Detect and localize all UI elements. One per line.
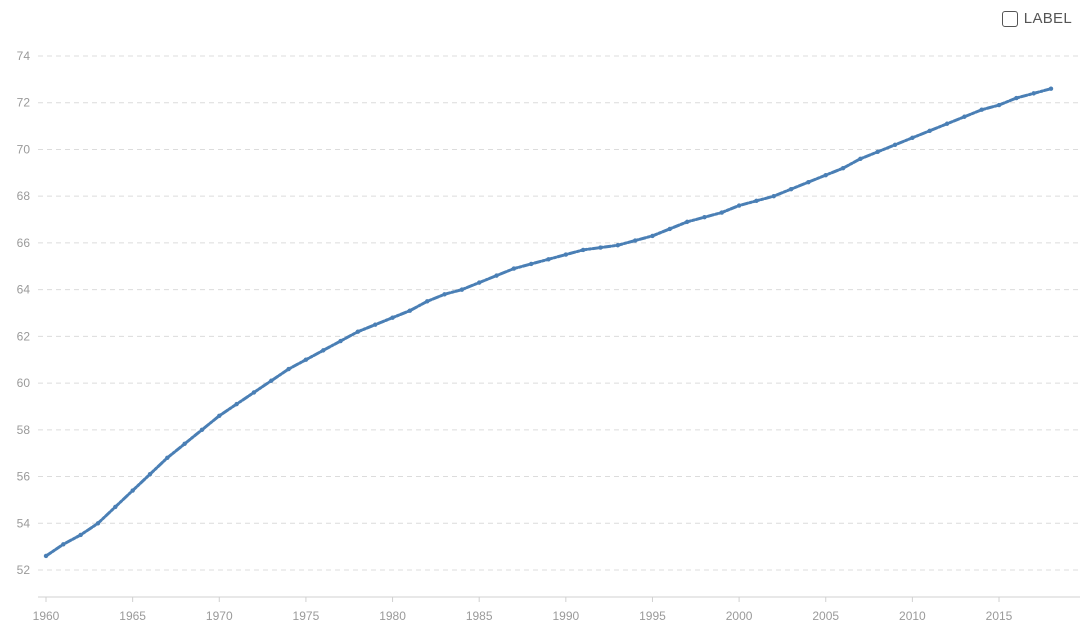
x-tick-label: 1960 (33, 609, 60, 623)
data-point[interactable] (979, 107, 984, 112)
data-point[interactable] (580, 247, 586, 253)
data-point[interactable] (95, 521, 101, 526)
x-tick-label: 2000 (726, 609, 753, 623)
x-tick-label: 2015 (986, 609, 1013, 623)
data-point[interactable] (736, 203, 742, 208)
data-point[interactable] (182, 441, 187, 447)
data-point[interactable] (130, 488, 135, 493)
data-point[interactable] (78, 532, 83, 538)
x-tick-label: 1985 (466, 609, 493, 623)
data-point[interactable] (806, 179, 811, 185)
x-tick-label: 1995 (639, 609, 666, 623)
data-point[interactable] (892, 142, 898, 147)
data-point[interactable] (528, 261, 534, 267)
x-tick-label: 1990 (552, 609, 579, 623)
data-point[interactable] (390, 315, 395, 320)
x-tick-label: 1965 (119, 609, 146, 623)
data-point[interactable] (684, 219, 690, 225)
data-point[interactable] (1031, 91, 1036, 96)
data-point[interactable] (910, 135, 915, 140)
data-point[interactable] (927, 128, 932, 133)
y-tick-label: 56 (17, 470, 31, 484)
x-tick-label: 1975 (293, 609, 320, 623)
data-point[interactable] (754, 198, 759, 204)
data-point[interactable] (840, 165, 846, 171)
data-point[interactable] (996, 102, 1002, 108)
data-point[interactable] (858, 156, 863, 161)
series-layer (43, 86, 1054, 559)
data-point[interactable] (425, 299, 430, 304)
data-point[interactable] (355, 329, 361, 334)
data-point[interactable] (771, 193, 776, 199)
data-point[interactable] (650, 233, 655, 239)
y-tick-label: 70 (17, 142, 31, 156)
x-tick-label: 2005 (812, 609, 839, 623)
label-toggle-text: LABEL (1023, 10, 1072, 27)
data-point[interactable] (286, 366, 291, 372)
data-point[interactable] (442, 292, 447, 297)
data-point[interactable] (788, 186, 794, 192)
data-point[interactable] (113, 504, 118, 510)
x-tick-label: 1980 (379, 609, 406, 623)
data-point[interactable] (338, 338, 343, 344)
grid-lines (38, 55, 1080, 571)
data-point[interactable] (719, 210, 724, 215)
y-tick-label: 58 (17, 423, 31, 437)
data-point[interactable] (407, 308, 413, 313)
data-point[interactable] (269, 378, 274, 383)
data-point[interactable] (632, 238, 638, 243)
x-axis-ticks: 1960 1965 1970 1975 1980 1985 1990 1995 2000 2005… (33, 597, 1013, 623)
data-point[interactable] (702, 215, 707, 220)
data-point[interactable] (598, 245, 603, 250)
label-toggle[interactable]: LABEL (1001, 10, 1072, 27)
data-point[interactable] (234, 401, 239, 407)
data-point[interactable] (962, 114, 967, 119)
data-point[interactable] (251, 390, 257, 395)
data-point[interactable] (43, 553, 49, 559)
data-point[interactable] (511, 266, 517, 271)
y-tick-label: 66 (17, 236, 31, 250)
y-tick-label: 60 (17, 376, 31, 390)
data-point[interactable] (1014, 95, 1019, 101)
data-point[interactable] (373, 322, 378, 327)
data-point[interactable] (494, 273, 499, 278)
data-point[interactable] (476, 280, 482, 285)
data-point[interactable] (217, 413, 222, 418)
data-point[interactable] (61, 542, 66, 547)
y-tick-label: 52 (17, 563, 31, 577)
data-point[interactable] (303, 357, 309, 362)
data-point[interactable] (199, 427, 205, 433)
y-tick-label: 72 (17, 96, 31, 110)
y-tick-label: 74 (17, 49, 31, 63)
x-tick-label: 2010 (899, 609, 926, 623)
y-tick-label: 54 (17, 516, 31, 530)
data-point[interactable] (459, 287, 465, 292)
series-line (44, 87, 1053, 558)
data-point[interactable] (823, 172, 828, 178)
data-point[interactable] (165, 455, 170, 461)
data-point[interactable] (615, 243, 621, 248)
data-point[interactable] (147, 472, 153, 477)
y-tick-label: 68 (17, 189, 31, 203)
x-tick-label: 1970 (206, 609, 233, 623)
data-point[interactable] (1048, 86, 1054, 91)
y-axis-ticks: 52 54 56 58 60 62 64 66 68 70 72 74 (17, 49, 31, 577)
data-point[interactable] (563, 252, 569, 257)
data-point[interactable] (944, 121, 950, 126)
data-point[interactable] (667, 226, 672, 232)
data-point[interactable] (875, 149, 880, 154)
data-point[interactable] (321, 348, 326, 353)
label-checkbox[interactable] (1001, 10, 1018, 27)
y-tick-label: 64 (17, 283, 31, 297)
y-tick-label: 62 (17, 329, 31, 343)
data-point[interactable] (546, 257, 551, 262)
